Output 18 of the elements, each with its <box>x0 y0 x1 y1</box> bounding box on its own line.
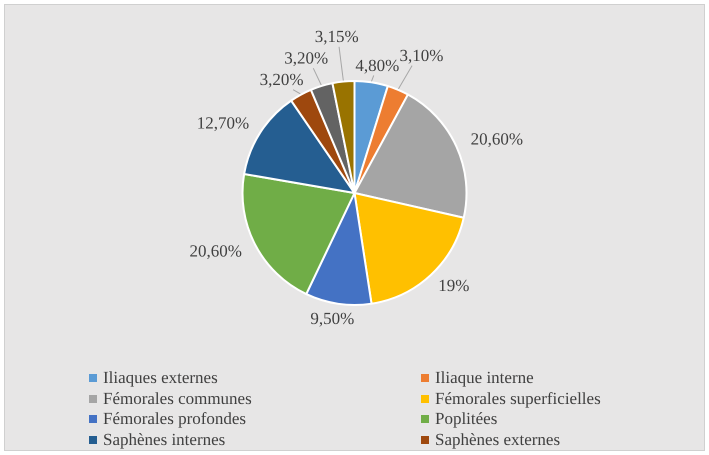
data-label: 20,60% <box>190 241 242 260</box>
legend-label: Iliaque interne <box>435 368 534 388</box>
legend-label: Saphènes externes <box>435 430 560 450</box>
data-label: 3,15% <box>314 27 359 46</box>
legend-label: Poplitées <box>435 409 498 430</box>
data-label: 4,80% <box>355 56 400 75</box>
data-label: 19% <box>438 276 470 296</box>
data-label: 20,60% <box>470 130 523 149</box>
data-label: 3,10% <box>399 46 444 66</box>
legend-label: Saphènes internes <box>103 430 226 450</box>
data-label: 12,70% <box>196 113 250 132</box>
legend-label: Fémorales profondes <box>103 409 246 430</box>
data-label: 3,20% <box>260 70 304 90</box>
legend-label: Fémorales communes <box>103 388 252 409</box>
legend-label: Iliaques externes <box>103 368 218 388</box>
legend-label: Fémorales superficielles <box>435 388 601 409</box>
data-label: 3,20% <box>284 48 328 68</box>
data-label: 9,50% <box>310 309 354 328</box>
